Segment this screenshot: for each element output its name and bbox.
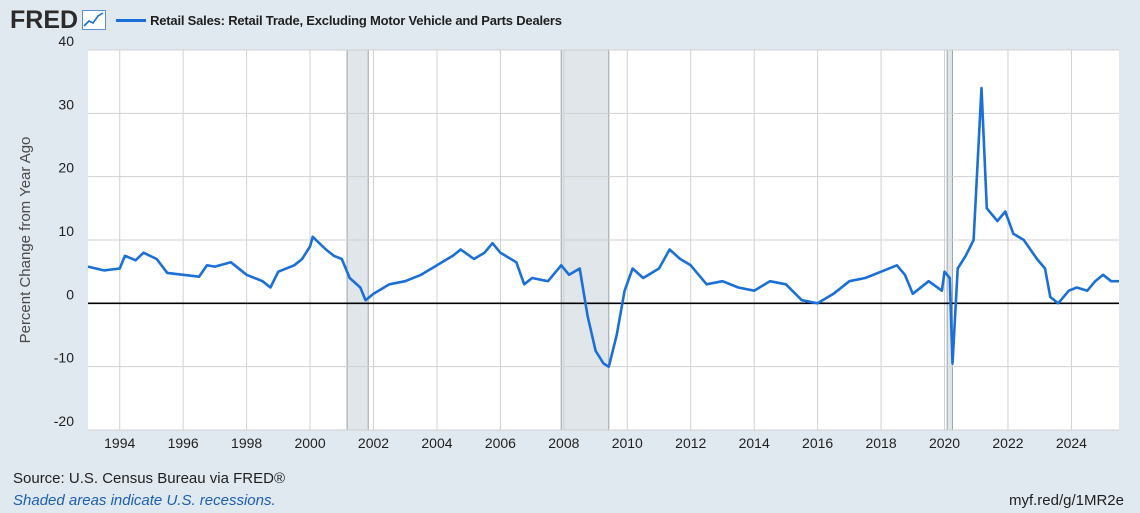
y-tick-label: 10 — [58, 223, 74, 239]
short-url[interactable]: myf.red/g/1MR2e — [1008, 492, 1124, 509]
recession-note: Shaded areas indicate U.S. recessions. — [13, 492, 276, 509]
x-tick-label: 2012 — [675, 435, 706, 451]
x-tick-label: 2010 — [612, 435, 643, 451]
line-graph-icon — [82, 10, 107, 30]
x-tick-label: 2006 — [485, 435, 516, 451]
y-axis-label: Percent Change from Year Ago — [17, 137, 34, 344]
gridlines — [88, 49, 1119, 431]
y-tick-label: -20 — [54, 413, 74, 429]
x-tick-label: 2022 — [992, 435, 1023, 451]
y-tick-label: 0 — [66, 286, 74, 302]
x-tick-label: 2002 — [358, 435, 389, 451]
x-tick-label: 1994 — [104, 435, 135, 451]
x-tick-label: 2008 — [548, 435, 579, 451]
x-tick-label: 2000 — [294, 435, 325, 451]
y-tick-label: 40 — [58, 33, 74, 49]
fred-logo[interactable]: FRED — [10, 5, 79, 34]
y-tick-label: -10 — [54, 350, 74, 366]
x-tick-label: 2016 — [802, 435, 833, 451]
y-tick-label: 30 — [58, 96, 74, 112]
legend-swatch — [116, 18, 147, 22]
series-line — [87, 86, 1119, 368]
legend: Retail Sales: Retail Trade, Excluding Mo… — [116, 13, 562, 28]
y-tick-labels: 40 30 20 10 0 -10 -20 — [54, 33, 74, 429]
x-tick-label: 2004 — [421, 435, 452, 451]
x-tick-label: 1996 — [168, 435, 199, 451]
source-text: Source: U.S. Census Bureau via FRED® — [13, 470, 285, 487]
y-tick-label: 20 — [58, 160, 74, 176]
chart-header: FRED Retail Sales: Retail Trade, Excludi… — [10, 6, 562, 34]
x-tick-labels: 1994 1996 1998 2000 2002 2004 2006 2008 2010 2012… — [104, 435, 1087, 451]
x-tick-label: 2018 — [865, 435, 896, 451]
x-tick-label: 2014 — [739, 435, 770, 451]
x-tick-label: 1998 — [231, 435, 262, 451]
legend-label: Retail Sales: Retail Trade, Excluding Mo… — [150, 12, 562, 28]
x-tick-label: 2024 — [1056, 435, 1087, 451]
x-tick-label: 2020 — [929, 435, 960, 451]
